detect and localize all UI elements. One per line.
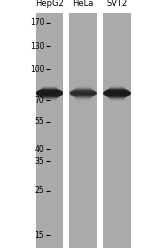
Text: 25: 25 <box>35 186 44 195</box>
Bar <box>69 13 97 248</box>
Text: 130: 130 <box>30 42 44 51</box>
Text: 100: 100 <box>30 65 44 74</box>
Text: HepG2: HepG2 <box>35 0 64 8</box>
Text: SVT2: SVT2 <box>106 0 128 8</box>
Bar <box>36 13 63 248</box>
Bar <box>103 13 131 248</box>
Text: 70: 70 <box>34 96 44 105</box>
Text: HeLa: HeLa <box>73 0 94 8</box>
Text: 55: 55 <box>34 117 44 126</box>
Text: 15: 15 <box>35 231 44 240</box>
Text: 35: 35 <box>34 157 44 166</box>
Text: 40: 40 <box>34 145 44 154</box>
Text: 170: 170 <box>30 18 44 27</box>
